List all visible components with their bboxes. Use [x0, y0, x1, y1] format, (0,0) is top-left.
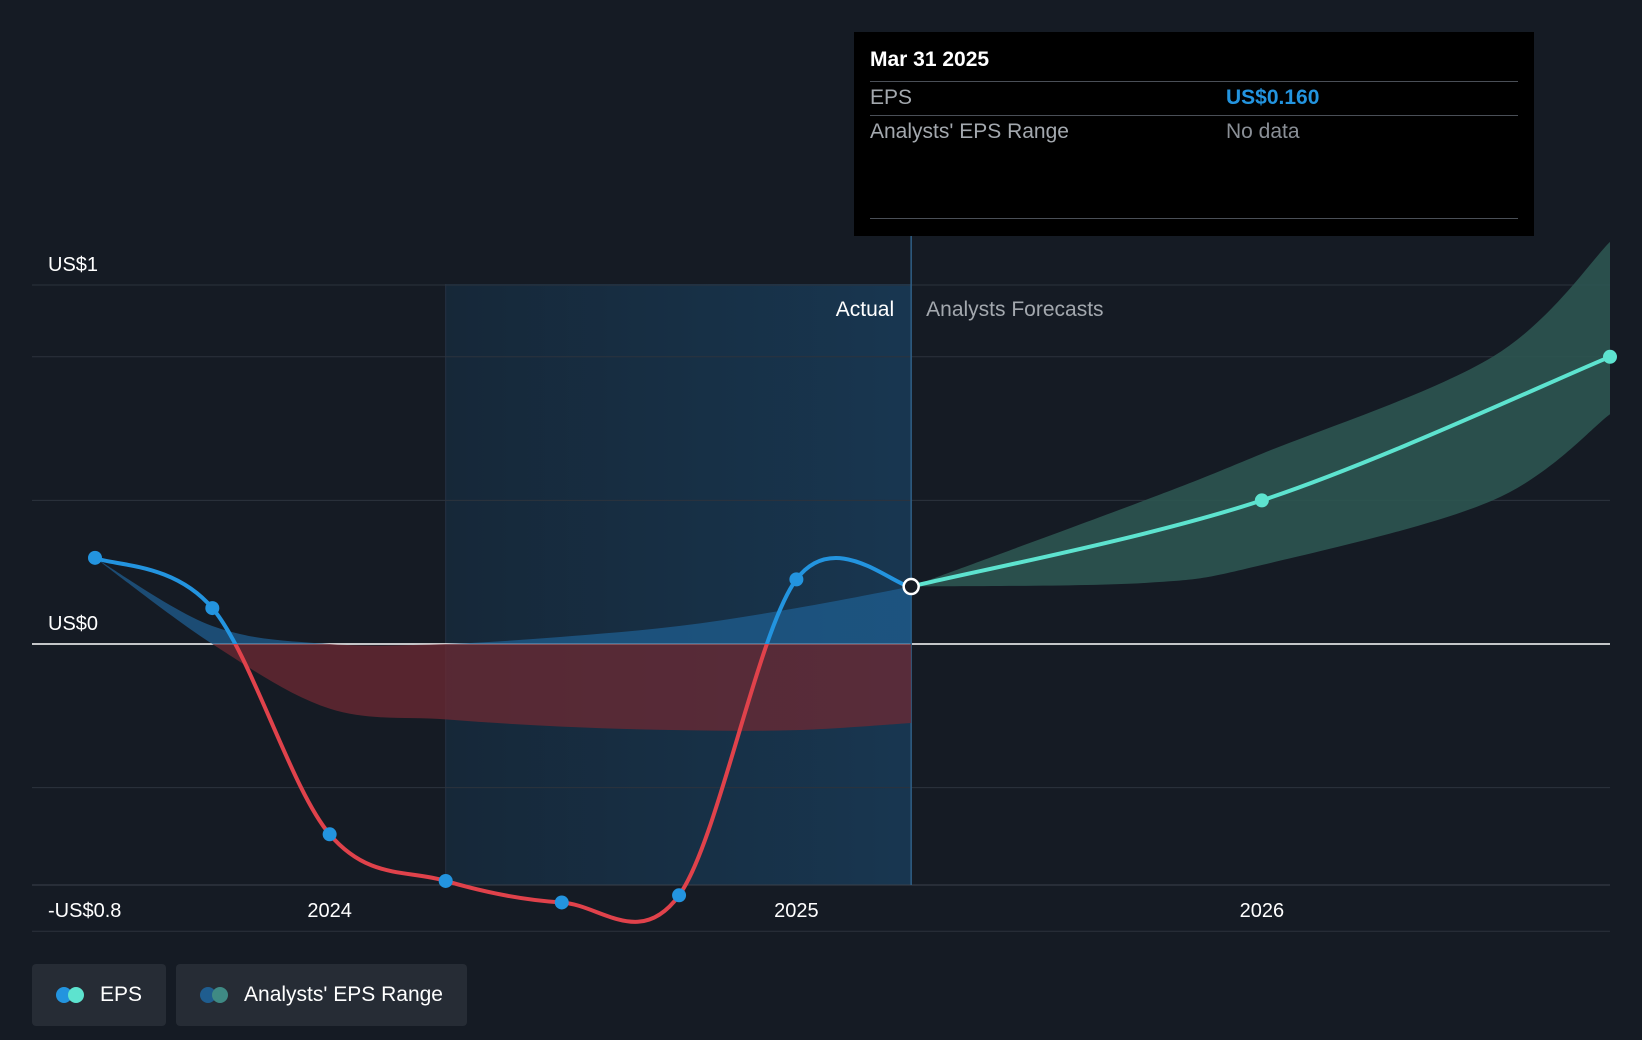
x-tick-label: 2025 — [774, 900, 819, 922]
y-tick-label: US$0 — [48, 613, 98, 635]
eps-current-point[interactable] — [902, 577, 920, 596]
eps-legend-icon — [56, 987, 86, 1003]
eps-point[interactable] — [789, 572, 804, 587]
chart-legend: EPS Analysts' EPS Range — [32, 964, 467, 1026]
legend-eps-label: EPS — [100, 983, 143, 1006]
eps-forecast-point[interactable] — [1603, 349, 1617, 364]
forecast-section-label: Analysts Forecasts — [926, 298, 1103, 321]
tooltip-range-label: Analysts' EPS Range — [870, 120, 1069, 143]
range-forecast-band — [911, 241, 1610, 587]
y-tick-label: -US$0.8 — [48, 900, 121, 922]
tooltip-row-eps: EPS US$0.160 — [870, 81, 1518, 116]
eps-chart: US$1 US$0 -US$0.8 2024 2025 2026 Actual Analyst… — [32, 236, 1617, 932]
legend-range-label: Analysts' EPS Range — [244, 983, 443, 1006]
eps-point[interactable] — [88, 550, 102, 565]
tooltip-date: Mar 31 2025 — [870, 48, 990, 71]
eps-point[interactable] — [205, 601, 220, 616]
eps-line-above-zero — [94, 555, 912, 644]
y-tick-label: US$1 — [48, 254, 98, 276]
tooltip-divider — [870, 218, 1518, 219]
eps-point[interactable] — [554, 895, 569, 910]
range-legend-icon — [200, 987, 230, 1003]
eps-line-below-zero — [232, 644, 770, 924]
eps-point[interactable] — [672, 888, 687, 903]
actual-section-label: Actual — [836, 298, 894, 321]
tooltip-row-range: Analysts' EPS Range No data — [870, 115, 1518, 150]
eps-line-negative — [232, 644, 770, 924]
x-tick-label: 2026 — [1240, 900, 1285, 922]
range-past-band-upper — [95, 557, 912, 644]
range-past-band-lower — [212, 644, 912, 731]
eps-point[interactable] — [322, 827, 337, 842]
eps-forecast-point[interactable] — [1254, 493, 1269, 508]
range-past-negative — [212, 644, 912, 731]
range-past-positive — [95, 557, 912, 644]
x-tick-label: 2024 — [307, 900, 352, 922]
tooltip-eps-value: US$0.160 — [1226, 86, 1320, 109]
tooltip-eps-label: EPS — [870, 86, 913, 109]
eps-point[interactable] — [438, 873, 453, 888]
legend-item-analyst-range[interactable]: Analysts' EPS Range — [176, 964, 467, 1026]
eps-line-positive — [94, 555, 912, 644]
hover-tooltip: Mar 31 2025 EPS US$0.160 Analysts' EPS R… — [854, 32, 1534, 236]
tooltip-range-value: No data — [1226, 120, 1300, 143]
legend-item-eps[interactable]: EPS — [32, 964, 167, 1026]
past-data-shade — [445, 284, 912, 885]
